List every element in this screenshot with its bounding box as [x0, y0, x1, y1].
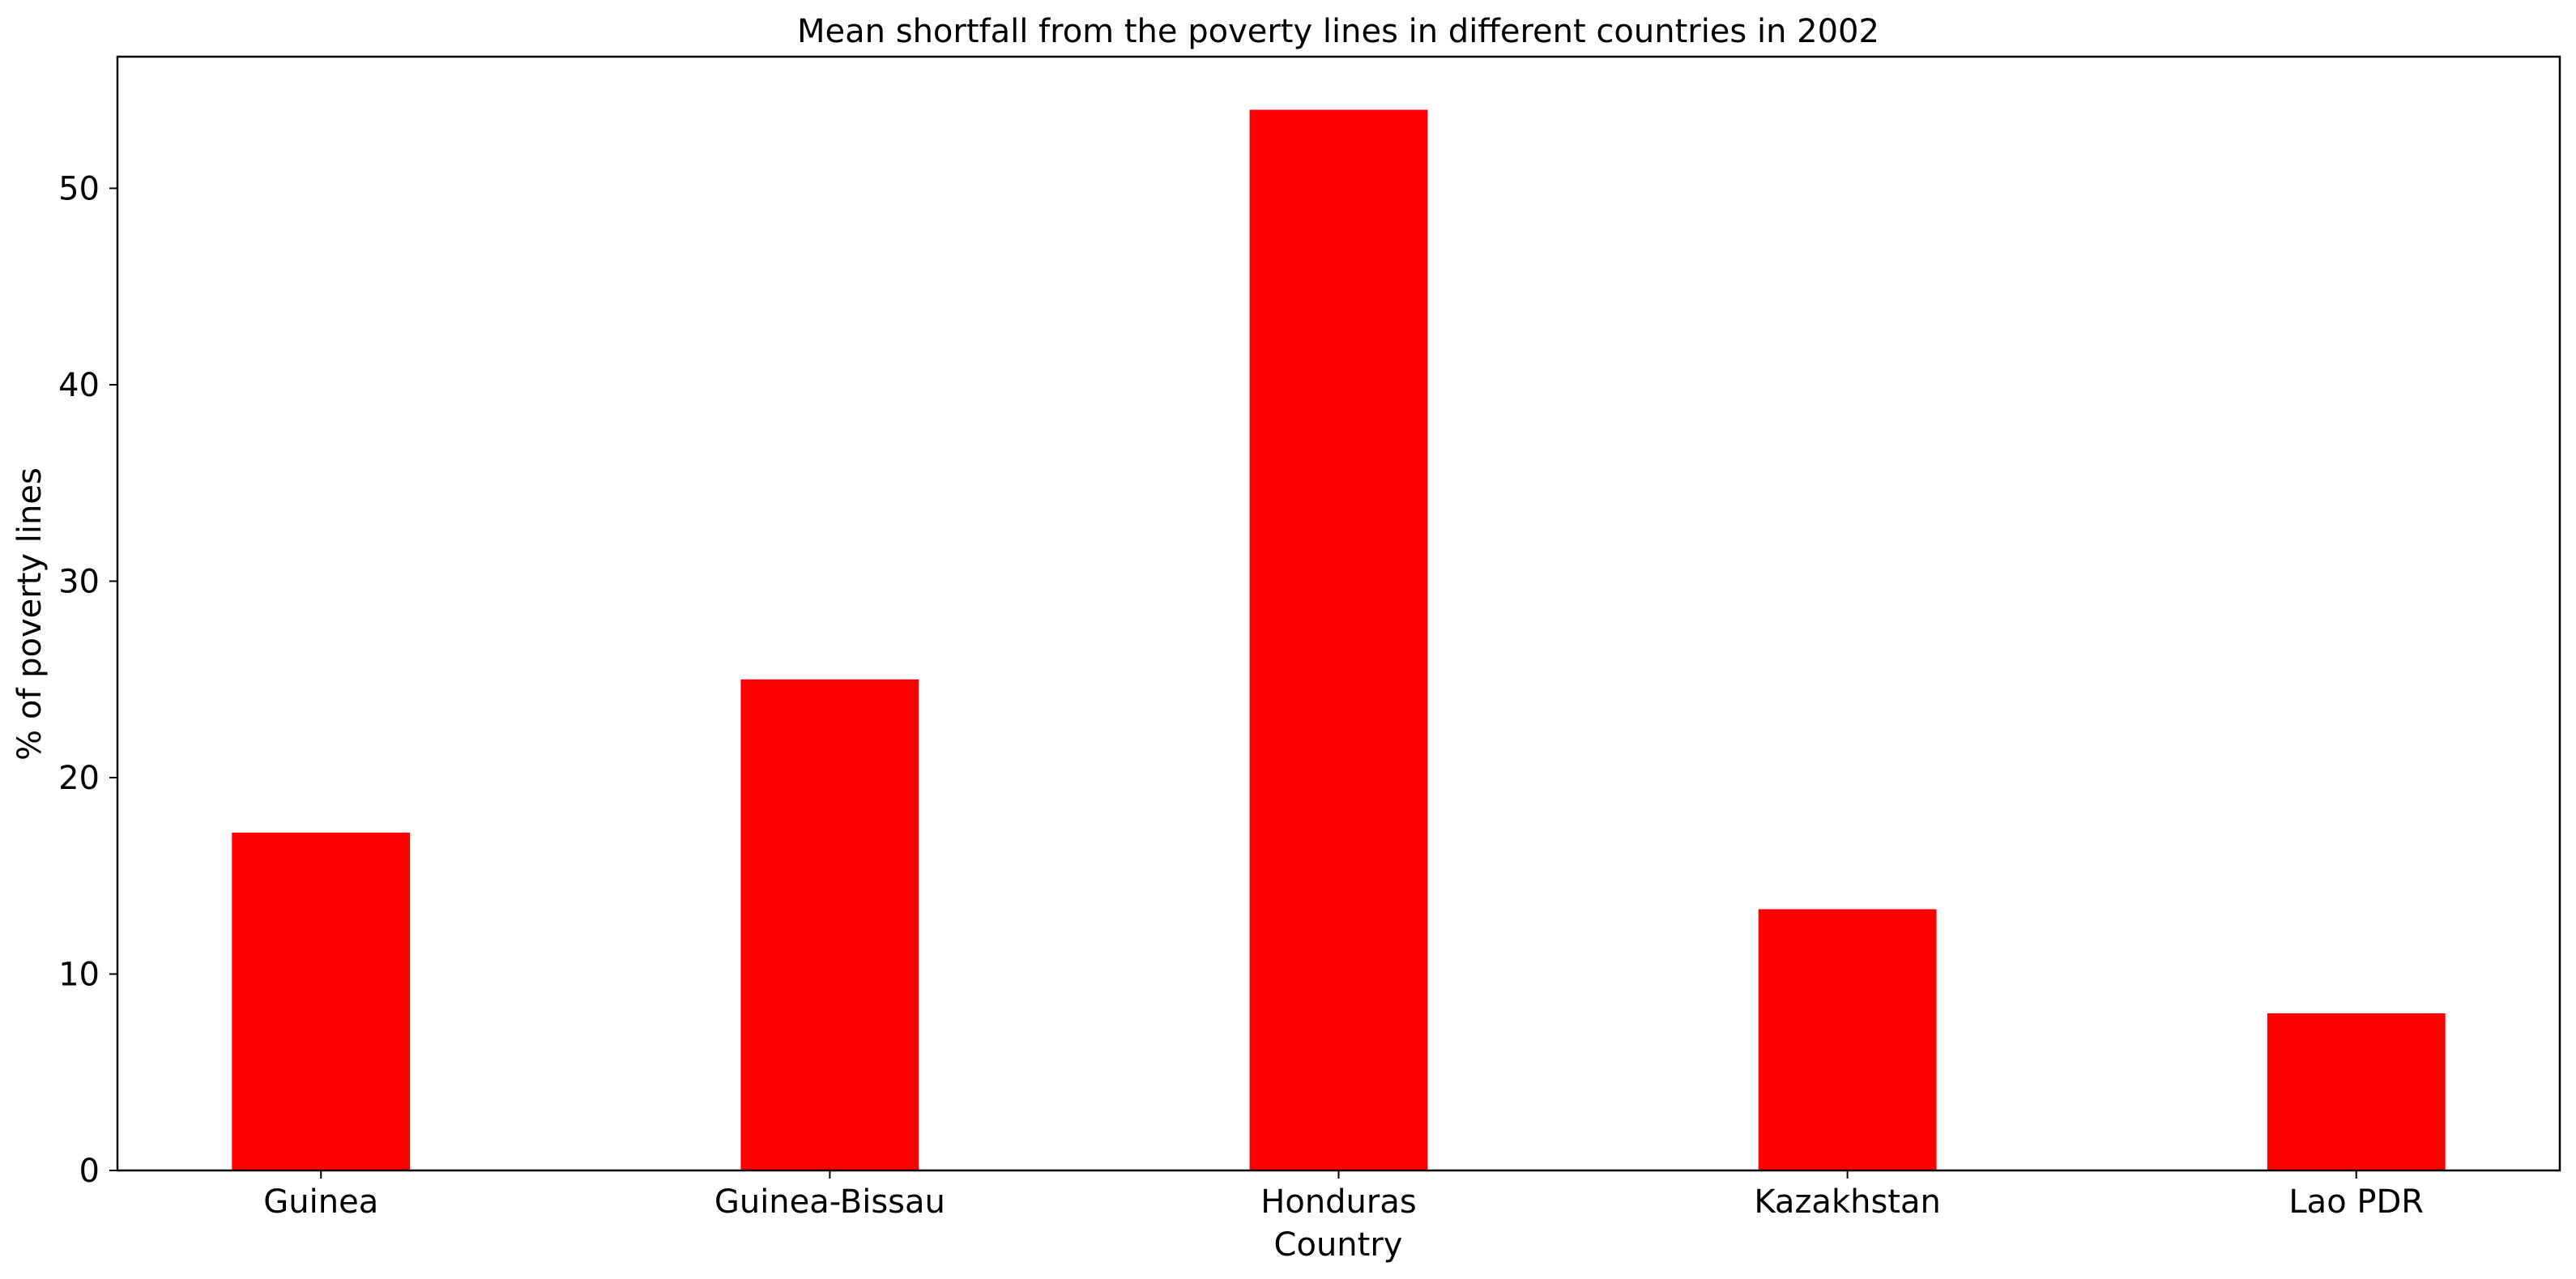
x-tick-label: Lao PDR	[2288, 1183, 2424, 1221]
x-tick-label: Guinea	[263, 1183, 378, 1221]
y-axis: 0 10 20 30 40 50	[58, 170, 117, 1190]
y-tick-label: 10	[58, 956, 100, 993]
y-tick-label: 40	[58, 367, 100, 404]
y-tick-label: 50	[58, 170, 100, 207]
bar-lao-pdr	[2267, 1013, 2446, 1170]
x-tick-label: Kazakhstan	[1754, 1183, 1940, 1221]
plot-area	[232, 109, 2446, 1170]
x-axis: Guinea Guinea-Bissau Honduras Kazakhstan Lao…	[263, 1170, 2424, 1221]
y-axis-label: % of poverty lines	[11, 467, 49, 761]
y-tick-label: 20	[58, 760, 100, 797]
bar-kazakhstan	[1758, 909, 1937, 1170]
x-tick-label: Guinea-Bissau	[714, 1183, 945, 1221]
x-tick-label: Honduras	[1260, 1183, 1416, 1221]
y-tick-label: 0	[79, 1153, 100, 1190]
y-tick-label: 30	[58, 563, 100, 600]
x-axis-label: Country	[1274, 1226, 1403, 1264]
bar-guinea	[232, 832, 411, 1170]
bar-guinea-bissau	[740, 679, 919, 1170]
bar-honduras	[1249, 109, 1428, 1170]
chart-title: Mean shortfall from the poverty lines in…	[797, 13, 1879, 50]
